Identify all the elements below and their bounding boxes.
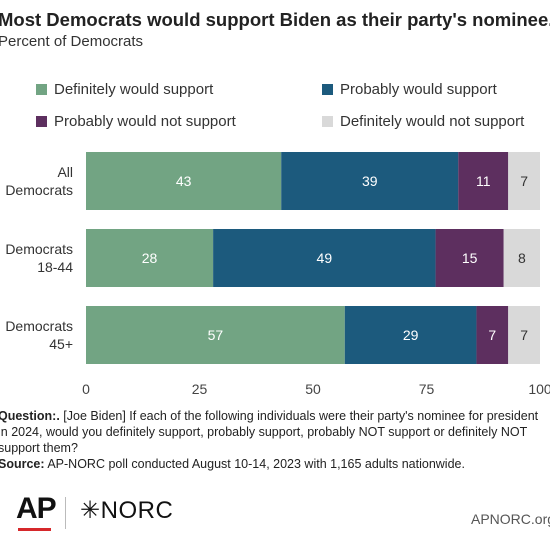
- bar-segment: [213, 229, 436, 287]
- question-text: [Joe Biden] If each of the following ind…: [0, 409, 539, 455]
- bar-segment: [344, 306, 477, 364]
- ap-logo-text: AP: [16, 492, 57, 525]
- x-tick-label: 75: [419, 381, 435, 397]
- legend-swatch: [322, 84, 333, 95]
- legend-swatch: [36, 116, 47, 127]
- data-label: 28: [142, 250, 158, 266]
- x-tick-label: 0: [82, 381, 90, 397]
- chart-notes: Question:. [Joe Biden] If each of the fo…: [0, 408, 550, 472]
- norc-logo[interactable]: ✳NORC: [80, 496, 173, 525]
- chart-title: Most Democrats would support Biden as th…: [0, 9, 550, 30]
- source-text: AP-NORC poll conducted August 10-14, 202…: [44, 457, 465, 471]
- bar-segment: [508, 306, 540, 364]
- legend-item: Probably would not support: [36, 113, 236, 130]
- norc-star-icon: ✳: [80, 497, 101, 524]
- ap-logo[interactable]: AP: [16, 492, 57, 531]
- data-label: 15: [462, 250, 478, 266]
- chart-subtitle: Percent of Democrats: [0, 33, 144, 50]
- data-label: 7: [520, 173, 528, 189]
- category-label: All: [57, 164, 73, 180]
- data-label: 8: [518, 250, 526, 266]
- bar-segment: [508, 152, 540, 210]
- data-label: 43: [176, 173, 192, 189]
- bar-segment: [86, 306, 345, 364]
- data-label: 7: [520, 327, 528, 343]
- x-tick-label: 50: [305, 381, 321, 397]
- bar-segment: [476, 306, 509, 364]
- question-label: Question:.: [0, 409, 60, 423]
- footer-divider: [65, 497, 66, 529]
- bar-segment: [458, 152, 509, 210]
- source-label: Source:: [0, 457, 45, 471]
- data-label: 11: [476, 173, 491, 189]
- data-label: 39: [362, 173, 378, 189]
- footer-url[interactable]: APNORC.org: [471, 511, 550, 527]
- bar-segment: [86, 152, 282, 210]
- x-tick-label: 25: [192, 381, 208, 397]
- stacked-bar-chart: 43 39 11 7 All Democrats 28 49 15 8 Democrats 18-44…: [5, 152, 550, 397]
- data-label: 57: [208, 327, 224, 343]
- category-label: Democrats: [5, 241, 73, 257]
- legend-item: Definitely would not support: [322, 113, 524, 130]
- question-note: Question:. [Joe Biden] If each of the fo…: [0, 408, 550, 456]
- legend-item: Definitely would support: [36, 81, 213, 98]
- legend-swatch: [322, 116, 333, 127]
- bar-segment: [503, 229, 540, 287]
- bar-segment: [86, 229, 214, 287]
- category-label: Democrats: [5, 182, 73, 198]
- category-label: Democrats: [5, 318, 73, 334]
- category-label: 18-44: [37, 259, 73, 275]
- legend-label: Definitely would support: [54, 81, 214, 98]
- data-label: 7: [488, 327, 496, 343]
- x-tick-label: 100: [528, 381, 550, 397]
- category-label: 45+: [49, 336, 73, 352]
- legend-label: Definitely would not support: [340, 113, 525, 130]
- ap-logo-underline: [18, 528, 51, 531]
- norc-logo-text: NORC: [100, 497, 174, 524]
- legend-label: Probably would support: [340, 81, 497, 98]
- legend-swatch: [36, 84, 47, 95]
- bar-segment: [281, 152, 459, 210]
- data-label: 29: [403, 327, 419, 343]
- source-note: Source: AP-NORC poll conducted August 10…: [0, 456, 550, 472]
- bar-segment: [435, 229, 504, 287]
- legend-item: Probably would support: [322, 81, 497, 98]
- legend-label: Probably would not support: [54, 113, 236, 130]
- data-label: 49: [317, 250, 333, 266]
